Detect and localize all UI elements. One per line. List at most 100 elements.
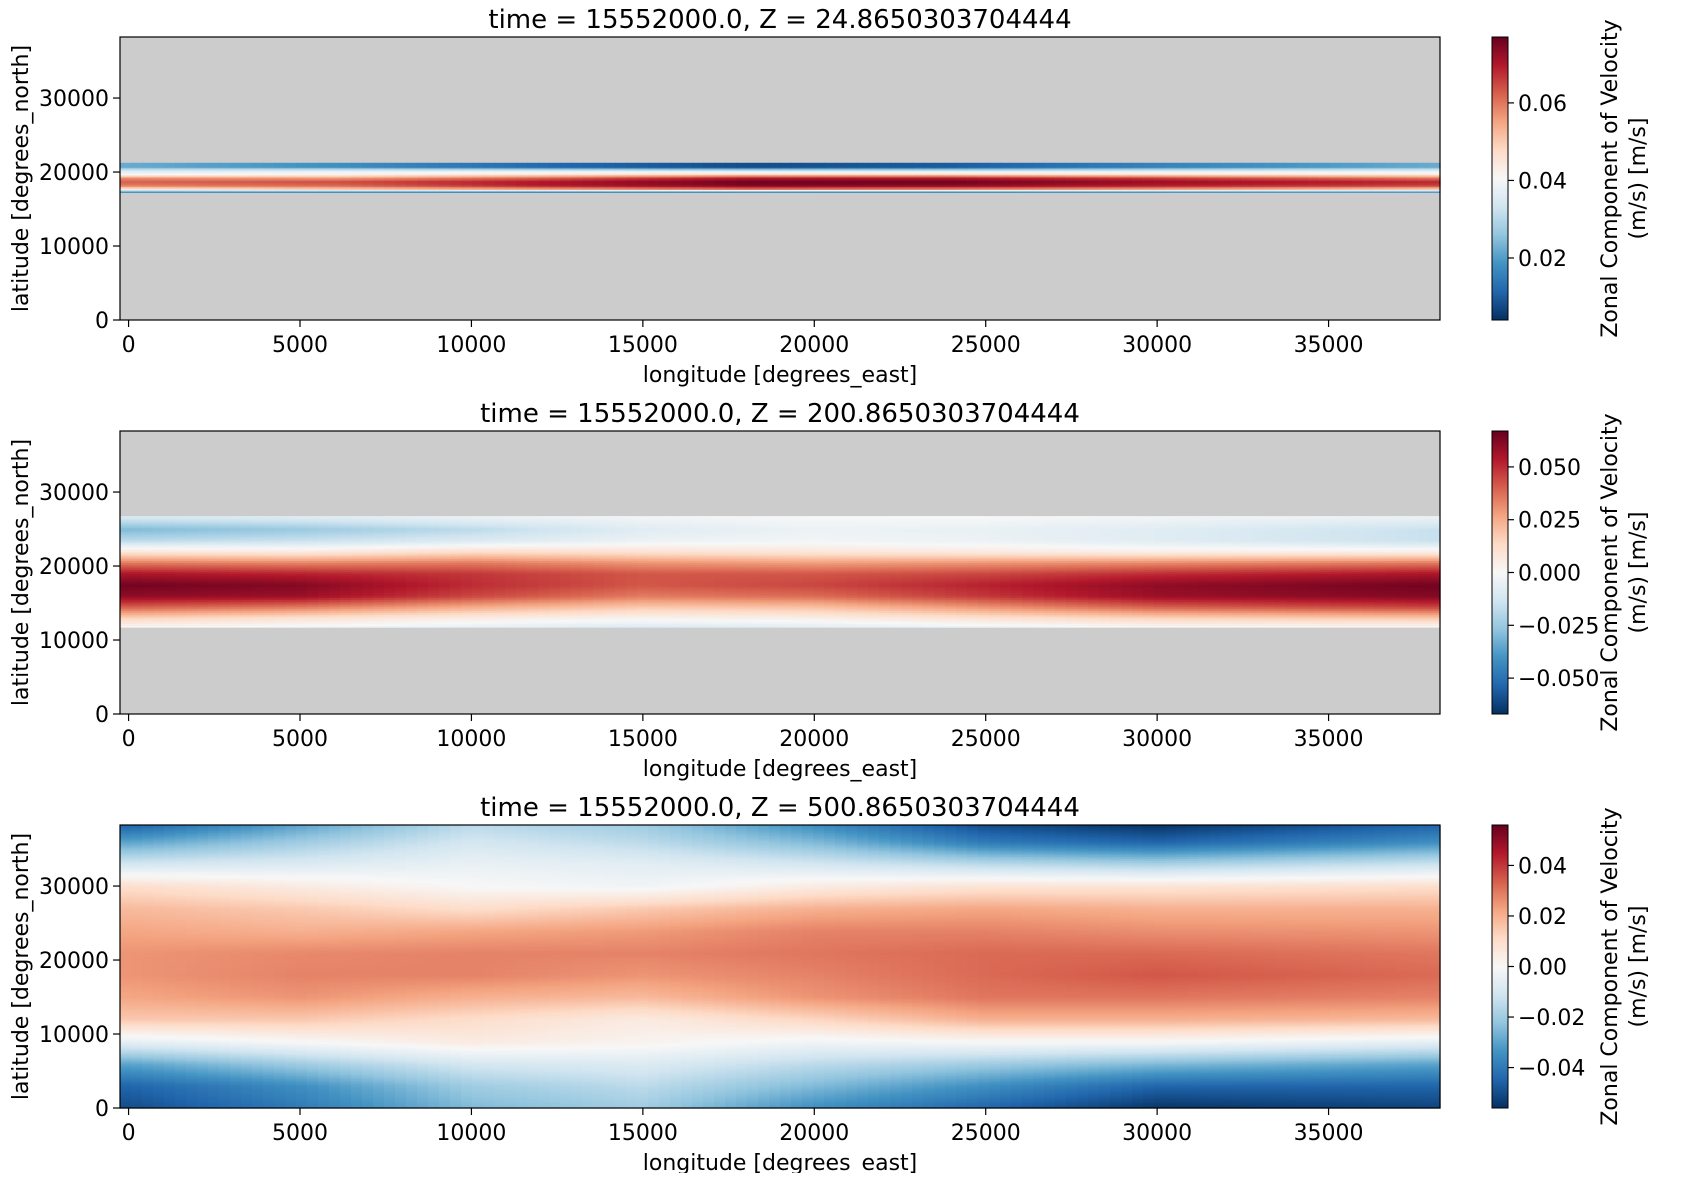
heatmap-cell (1055, 163, 1067, 165)
heatmap-cell (373, 163, 385, 165)
x-tick-label: 10000 (436, 333, 506, 358)
y-tick-label: 10000 (39, 235, 109, 260)
heatmap-cell (593, 163, 605, 165)
heatmap-cell (1319, 163, 1331, 165)
heatmap-cell (1352, 163, 1364, 165)
x-tick-label: 20000 (779, 333, 849, 358)
panel-2: time = 15552000.0, Z = 200.8650303704444… (9, 399, 1651, 782)
heatmap-cell (175, 163, 187, 165)
heatmap-cell (241, 163, 253, 165)
heatmap-cell (857, 163, 869, 165)
heatmap-cell (1264, 163, 1276, 165)
heatmap-cell (450, 163, 462, 165)
heatmap-cell (791, 163, 803, 165)
heatmap-cell (604, 163, 616, 165)
y-tick-label: 30000 (39, 87, 109, 112)
heatmap-cell (1286, 163, 1298, 165)
heatmap-cell (769, 163, 781, 165)
panel-1: time = 15552000.0, Z = 24.8650303704444 0… (9, 5, 1651, 388)
heatmap-cell (1022, 163, 1034, 165)
y-tick-label: 20000 (39, 161, 109, 186)
x-tick-label: 5000 (272, 333, 328, 358)
heatmap-cell (120, 163, 132, 165)
heatmap-cell (439, 163, 451, 165)
heatmap-cell (956, 163, 968, 165)
heatmap-cell (615, 163, 627, 165)
heatmap-cell (1341, 163, 1353, 165)
heatmap-cell (868, 163, 880, 165)
heatmap-cell (1429, 163, 1441, 165)
heatmap-cell (285, 163, 297, 165)
heatmap-cell (1242, 163, 1254, 165)
heatmap-cell (1209, 163, 1221, 165)
heatmap-cell (978, 163, 990, 165)
heatmap-cell (648, 163, 660, 165)
colorbar-label: Zonal Component of Velocity (1598, 19, 1623, 337)
heatmap-cell (1385, 163, 1397, 165)
heatmap-cell (989, 163, 1001, 165)
heatmap-cell (395, 163, 407, 165)
heatmap-cell (219, 163, 231, 165)
heatmap-cell (824, 163, 836, 165)
heatmap-cell (637, 163, 649, 165)
heatmap-cell (813, 163, 825, 165)
heatmap-cell (560, 163, 572, 165)
heatmap-cell (802, 163, 814, 165)
colorbar-label-units: (m/s) [m/s] (1626, 118, 1651, 240)
heatmap-cell (758, 163, 770, 165)
heatmap-cell (846, 163, 858, 165)
heatmap-cell (1121, 163, 1133, 165)
heatmap-cell (252, 163, 264, 165)
heatmap-cell (1044, 163, 1056, 165)
heatmap-cell (186, 163, 198, 165)
heatmap-cell (1165, 163, 1177, 165)
heatmap-cell (1088, 163, 1100, 165)
heatmap-cell (505, 163, 517, 165)
heatmap-cell (483, 163, 495, 165)
heatmap-cell (1220, 163, 1232, 165)
heatmap-cell (1187, 163, 1199, 165)
heatmap-cell (131, 163, 143, 165)
heatmap-cell (1231, 163, 1243, 165)
heatmap-cell (1363, 163, 1375, 165)
heatmap-cell (230, 163, 242, 165)
heatmap-cell (571, 163, 583, 165)
heatmap-cell (1253, 163, 1265, 165)
heatmap-cell (626, 163, 638, 165)
heatmap-cell (274, 163, 286, 165)
heatmap-cell (318, 163, 330, 165)
heatmap-cell (472, 163, 484, 165)
heatmap-cell (912, 163, 924, 165)
heatmap-cell (1330, 163, 1342, 165)
heatmap-cell (923, 163, 935, 165)
heatmap-cell (1297, 163, 1309, 165)
colorbar-tick-label: 0.06 (1518, 92, 1567, 117)
heatmap-cell (384, 163, 396, 165)
heatmap-cell (549, 163, 561, 165)
heatmap-cell (1000, 163, 1012, 165)
heatmap-cell (1066, 163, 1078, 165)
y-tick-label: 0 (95, 309, 109, 334)
heatmap-cell (516, 163, 528, 165)
x-tick-label: 30000 (1122, 333, 1192, 358)
heatmap-cell (1077, 163, 1089, 165)
heatmap-cells (120, 516, 1441, 628)
heatmap-cell (208, 163, 220, 165)
heatmap-cell (835, 163, 847, 165)
heatmap-cell (197, 163, 209, 165)
heatmap-cell (1154, 163, 1166, 165)
heatmap-cell (263, 163, 275, 165)
heatmap-cell (494, 163, 506, 165)
x-tick-label: 35000 (1294, 333, 1364, 358)
heatmap-cell (901, 163, 913, 165)
plot-title: time = 15552000.0, Z = 24.8650303704444 (488, 5, 1071, 35)
heatmap-cell (1407, 163, 1419, 165)
heatmap-cell (1176, 163, 1188, 165)
x-tick-label: 15000 (608, 333, 678, 358)
heatmap-cell (934, 163, 946, 165)
colorbar (1492, 37, 1508, 320)
heatmap-cell (1308, 163, 1320, 165)
heatmap-cell (725, 163, 737, 165)
heatmap-cell (670, 163, 682, 165)
heatmap-cell (351, 163, 363, 165)
